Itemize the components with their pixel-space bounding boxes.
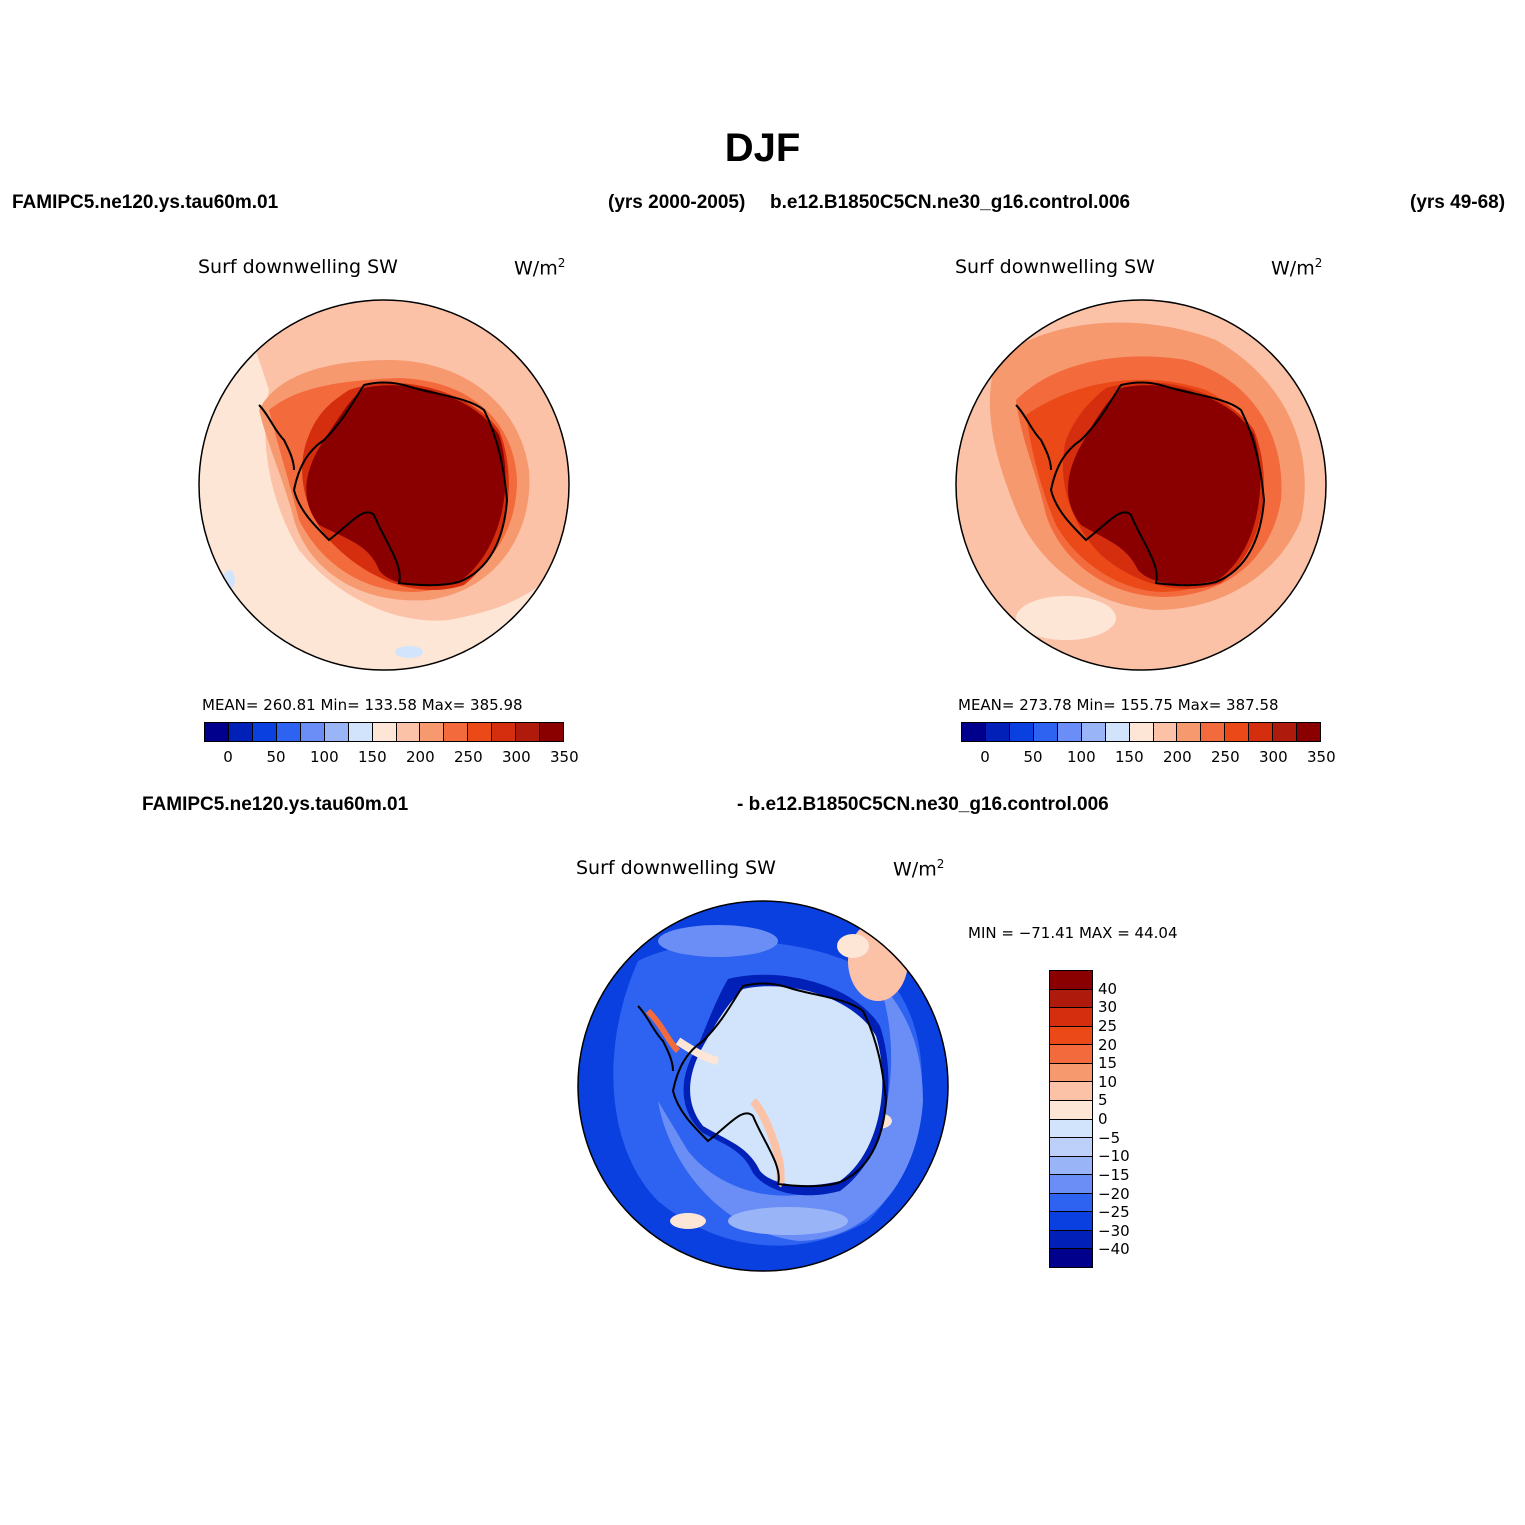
- panel1-colorbar: [204, 722, 564, 742]
- panel1-stats: MEAN= 260.81 Min= 133.58 Max= 385.98: [202, 696, 523, 714]
- colorbar-tick-label: 350: [550, 748, 579, 766]
- colorbar-tick-label: 50: [1023, 748, 1043, 766]
- right-years-header: (yrs 49-68): [1410, 192, 1506, 213]
- colorbar-swatch: [492, 723, 517, 741]
- colorbar-tick-label: 200: [406, 748, 435, 766]
- panel1-units: W/m2: [514, 256, 566, 280]
- colorbar-tick-label: −10: [1098, 1147, 1130, 1166]
- colorbar-swatch: [1201, 723, 1226, 741]
- colorbar-swatch: [300, 723, 325, 741]
- colorbar-swatch: [1105, 723, 1130, 741]
- colorbar-tick-label: −40: [1098, 1240, 1130, 1259]
- colorbar-swatch: [540, 723, 564, 741]
- right-case-header: b.e12.B1850C5CN.ne30_g16.control.006: [770, 192, 1131, 213]
- colorbar-tick-label: 150: [358, 748, 387, 766]
- colorbar-tick-label: 10: [1098, 1072, 1118, 1091]
- colorbar-tick-label: 0: [1098, 1110, 1108, 1128]
- colorbar-tick-label: 25: [1098, 1016, 1118, 1035]
- colorbar-tick-label: −30: [1098, 1221, 1130, 1240]
- left-case-header: FAMIPC5.ne120.ys.tau60m.01: [12, 192, 279, 213]
- colorbar-tick-label: 0: [980, 748, 990, 766]
- colorbar-swatch: [468, 723, 493, 741]
- colorbar-swatch: [1033, 723, 1058, 741]
- colorbar-tick-label: 250: [454, 748, 483, 766]
- colorbar-swatch: [985, 723, 1010, 741]
- panel3-variable-label: Surf downwelling SW: [576, 857, 776, 879]
- colorbar-swatch: [1249, 723, 1274, 741]
- colorbar-swatch: [1050, 1045, 1092, 1064]
- colorbar-tick-label: −25: [1098, 1203, 1130, 1222]
- colorbar-tick-label: 100: [310, 748, 339, 766]
- left-years-header: (yrs 2000-2005): [608, 192, 746, 213]
- colorbar-swatch: [962, 723, 986, 741]
- colorbar-swatch: [1050, 1212, 1092, 1231]
- colorbar-swatch: [1050, 1082, 1092, 1101]
- colorbar-swatch: [516, 723, 541, 741]
- colorbar-tick-label: 0: [223, 748, 233, 766]
- colorbar-swatch: [1050, 1119, 1092, 1139]
- colorbar-tick-label: 200: [1163, 748, 1192, 766]
- colorbar-swatch: [1057, 723, 1082, 741]
- panel2-variable-label: Surf downwelling SW: [955, 256, 1155, 278]
- colorbar-tick-label: −15: [1098, 1165, 1130, 1184]
- colorbar-swatch: [1050, 1230, 1092, 1250]
- panel3-stats: MIN = −71.41 MAX = 44.04: [968, 924, 1178, 942]
- panel3-map: [577, 900, 949, 1272]
- colorbar-tick-label: 100: [1067, 748, 1096, 766]
- colorbar-swatch: [1009, 723, 1034, 741]
- colorbar-swatch: [1225, 723, 1250, 741]
- colorbar-tick-label: −20: [1098, 1184, 1130, 1203]
- panel3-units: W/m2: [893, 857, 945, 881]
- colorbar-swatch: [1297, 723, 1321, 741]
- colorbar-swatch: [1081, 723, 1106, 741]
- colorbar-tick-label: 15: [1098, 1054, 1118, 1073]
- panel1-map: [198, 299, 570, 671]
- diff-left-case-header: FAMIPC5.ne120.ys.tau60m.01: [142, 794, 409, 815]
- colorbar-tick-label: 5: [1098, 1091, 1108, 1110]
- colorbar-swatch: [1050, 1175, 1092, 1194]
- colorbar-swatch: [276, 723, 301, 741]
- colorbar-swatch: [252, 723, 277, 741]
- colorbar-tick-label: 300: [1259, 748, 1288, 766]
- colorbar-swatch: [1050, 971, 1092, 990]
- colorbar-swatch: [1129, 723, 1154, 741]
- colorbar-swatch: [1177, 723, 1202, 741]
- colorbar-swatch: [1273, 723, 1298, 741]
- colorbar-tick-label: 300: [502, 748, 531, 766]
- colorbar-tick-label: 40: [1098, 979, 1118, 998]
- diff-right-case-header: - b.e12.B1850C5CN.ne30_g16.control.006: [737, 794, 1109, 815]
- colorbar-swatch: [1050, 1063, 1092, 1083]
- figure-title: DJF: [724, 126, 801, 170]
- colorbar-tick-label: 250: [1211, 748, 1240, 766]
- colorbar-swatch: [372, 723, 397, 741]
- colorbar-swatch: [228, 723, 253, 741]
- colorbar-swatch: [1050, 1026, 1092, 1046]
- panel1-variable-label: Surf downwelling SW: [198, 256, 398, 278]
- colorbar-tick-label: 30: [1098, 998, 1118, 1017]
- colorbar-swatch: [1050, 1249, 1092, 1267]
- colorbar-swatch: [444, 723, 469, 741]
- colorbar-tick-label: 350: [1307, 748, 1336, 766]
- panel2-map: [955, 299, 1327, 671]
- colorbar-swatch: [1050, 989, 1092, 1009]
- colorbar-swatch: [420, 723, 445, 741]
- colorbar-swatch: [396, 723, 421, 741]
- colorbar-swatch: [1153, 723, 1178, 741]
- colorbar-swatch: [348, 723, 373, 741]
- panel2-stats: MEAN= 273.78 Min= 155.75 Max= 387.58: [958, 696, 1279, 714]
- colorbar-swatch: [1050, 1138, 1092, 1157]
- panel3-colorbar: [1049, 970, 1093, 1268]
- panel2-units: W/m2: [1271, 256, 1323, 280]
- colorbar-swatch: [1050, 1193, 1092, 1213]
- colorbar-tick-label: −5: [1098, 1128, 1121, 1147]
- colorbar-tick-label: 20: [1098, 1035, 1118, 1054]
- colorbar-swatch: [1050, 1156, 1092, 1176]
- colorbar-swatch: [1050, 1100, 1092, 1120]
- colorbar-swatch: [324, 723, 349, 741]
- colorbar-swatch: [205, 723, 229, 741]
- colorbar-tick-label: 50: [266, 748, 286, 766]
- colorbar-swatch: [1050, 1008, 1092, 1027]
- colorbar-tick-label: 150: [1115, 748, 1144, 766]
- panel2-colorbar: [961, 722, 1321, 742]
